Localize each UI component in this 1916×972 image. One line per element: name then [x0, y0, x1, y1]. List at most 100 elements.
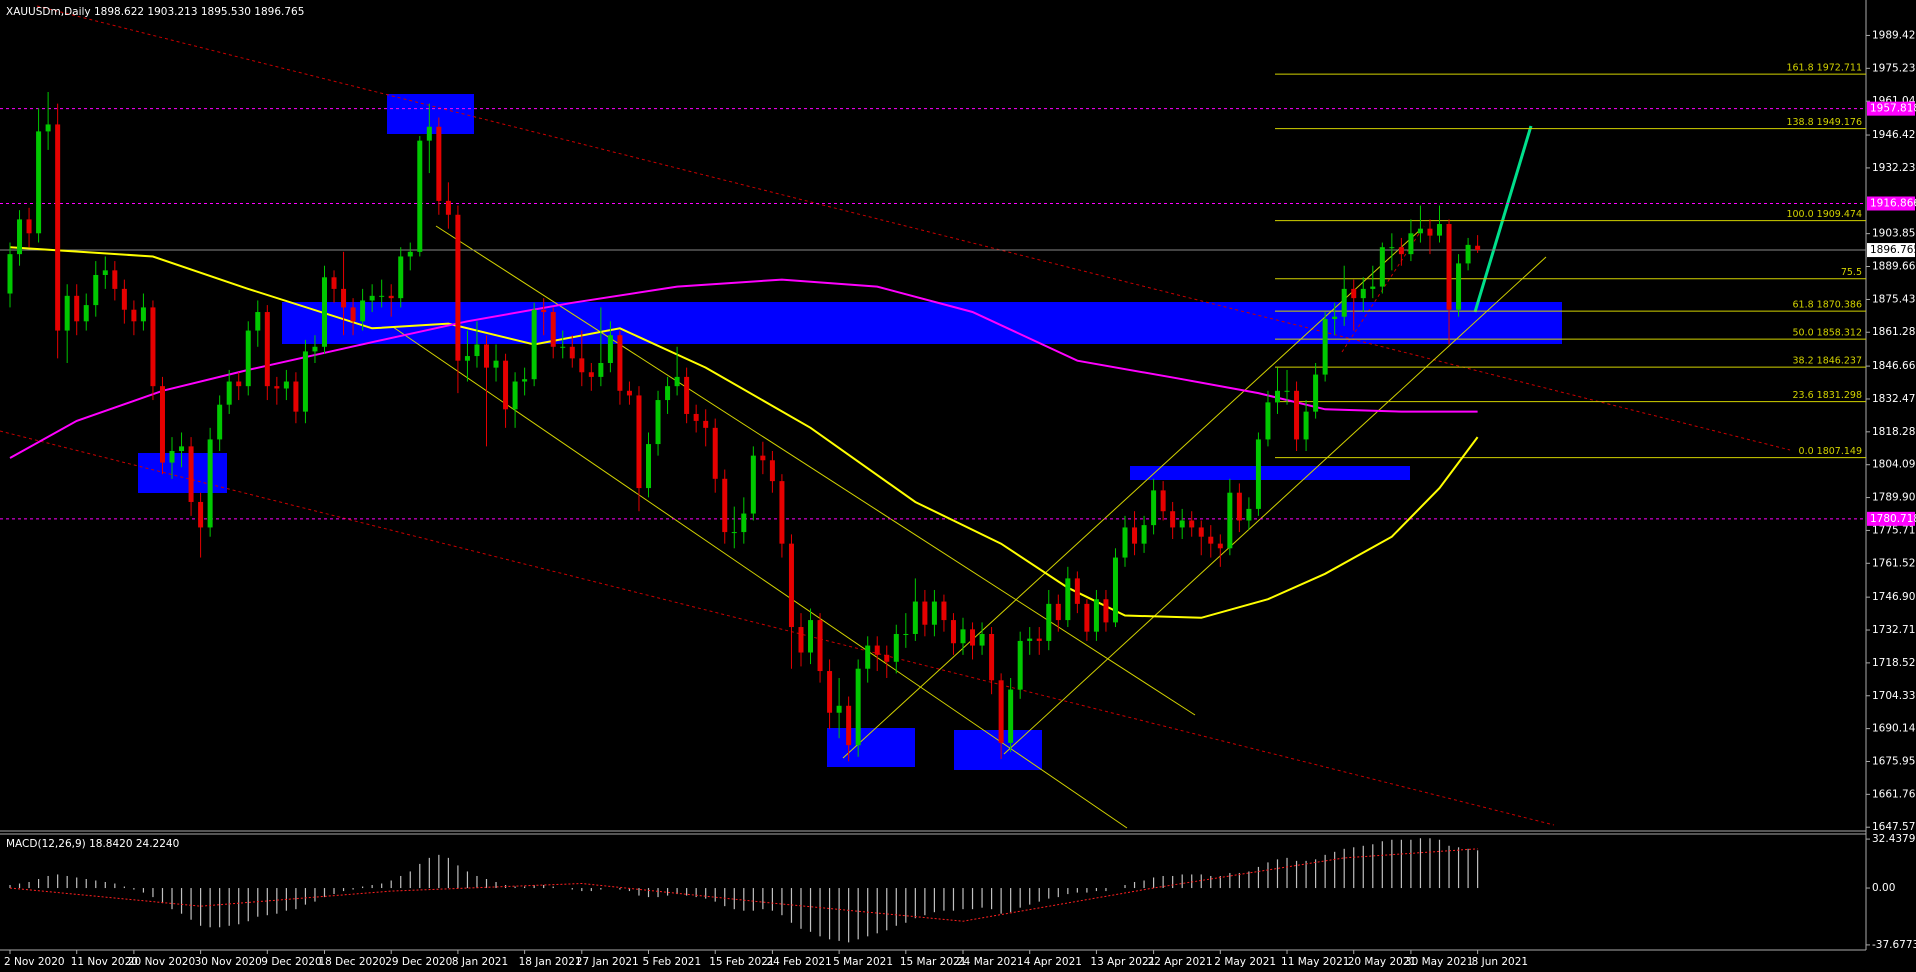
- candle-body: [788, 543, 794, 628]
- y-tick-label: 1846.660: [1872, 360, 1916, 372]
- price-tag-label: 1957.818: [1870, 103, 1916, 115]
- x-tick-label: 22 Apr 2021: [1148, 956, 1213, 968]
- candle-body: [846, 705, 852, 746]
- y-tick-label: 1975.230: [1872, 62, 1916, 74]
- price-tag: [1867, 243, 1915, 258]
- fib-label: 50.0 1858.312: [1792, 328, 1862, 339]
- candle-body: [798, 627, 804, 653]
- price-tag-label: 1916.866: [1870, 197, 1916, 209]
- candle-body: [1017, 640, 1023, 690]
- candle-body: [836, 705, 842, 713]
- candle-body: [293, 381, 299, 412]
- candle-body: [703, 420, 709, 428]
- price-tag: [1867, 511, 1915, 526]
- candle-body: [1208, 536, 1214, 544]
- x-tick-label: 30 Nov 2020: [195, 956, 262, 968]
- candle-body: [684, 376, 690, 414]
- candle-body: [445, 200, 451, 215]
- candle-body: [607, 335, 613, 363]
- candle-body: [1389, 247, 1395, 249]
- candle-body: [121, 288, 127, 310]
- y-tick-label: 1690.140: [1872, 723, 1916, 735]
- candle-body: [1189, 520, 1195, 528]
- candle-body: [341, 288, 347, 308]
- candle-body: [74, 295, 80, 322]
- candle-body: [893, 633, 899, 662]
- x-tick-label: 13 Apr 2021: [1090, 956, 1155, 968]
- candle-body: [55, 124, 61, 331]
- y-tick-label: 1732.710: [1872, 624, 1916, 636]
- candle-body: [17, 219, 23, 255]
- candle-body: [1265, 402, 1271, 440]
- y-tick-label: 1875.430: [1872, 293, 1916, 305]
- candle-body: [1370, 286, 1376, 289]
- candle-body: [779, 481, 785, 544]
- candle-body: [331, 277, 337, 289]
- candle-body: [808, 620, 814, 653]
- candle-body: [1427, 228, 1433, 236]
- macd-y-tick-label: 0.00: [1872, 882, 1895, 894]
- candle-body: [302, 351, 308, 412]
- candle-body: [369, 295, 375, 301]
- candle-body: [1008, 689, 1014, 743]
- candle-body: [512, 381, 518, 410]
- drawing-objects: [0, 0, 1867, 951]
- fib-label: 61.8 1870.386: [1792, 300, 1862, 311]
- candle-body: [1341, 288, 1347, 317]
- candle-body: [1379, 247, 1385, 287]
- candle-body: [950, 620, 956, 644]
- y-tick-label: 1789.900: [1872, 492, 1916, 504]
- candle-body: [522, 379, 528, 382]
- x-tick-label: 5 Feb 2021: [643, 956, 702, 968]
- zone: [282, 302, 1562, 344]
- candle-body: [674, 376, 680, 387]
- candle-body: [941, 601, 947, 621]
- candle-body: [464, 356, 470, 361]
- macd-signal: [9, 848, 1478, 922]
- candle-body: [283, 381, 289, 389]
- candle-body: [550, 312, 556, 347]
- candle-body: [817, 620, 823, 672]
- trend-line: [1341, 225, 1425, 353]
- zone: [954, 730, 1042, 770]
- candle-body: [426, 126, 432, 141]
- x-tick-label: 29 Dec 2020: [385, 956, 452, 968]
- y-tick-label: 1818.280: [1872, 426, 1916, 438]
- candle-body: [712, 427, 718, 479]
- candle-body: [264, 312, 270, 387]
- candle-body: [750, 455, 756, 514]
- candle-body: [1027, 638, 1033, 641]
- y-tick-label: 1946.420: [1872, 129, 1916, 141]
- x-tick-label: 18 Jan 2021: [519, 956, 582, 968]
- candle-body: [179, 446, 185, 452]
- candle-body: [188, 446, 194, 502]
- x-tick-label: 18 Dec 2020: [318, 956, 385, 968]
- candle-body: [112, 270, 118, 289]
- y-tick-label: 1932.230: [1872, 162, 1916, 174]
- candle-body: [1398, 247, 1404, 255]
- candle-body: [998, 680, 1004, 743]
- candle-body: [484, 344, 489, 368]
- candle-body: [1246, 508, 1252, 521]
- candle-body: [1198, 527, 1204, 537]
- x-tick-label: 2 Nov 2020: [4, 956, 65, 968]
- candle-body: [1360, 288, 1366, 299]
- price-tag: [1867, 196, 1915, 211]
- x-tick-label: 15 Feb 2021: [709, 956, 774, 968]
- chart-header: XAUUSDm,Daily 1898.622 1903.213 1895.530…: [6, 6, 304, 18]
- candle-body: [579, 358, 585, 373]
- channel-line: [842, 229, 1421, 759]
- fib-label: 75.5: [1841, 267, 1862, 278]
- candle-body: [312, 346, 318, 352]
- candle-body: [1217, 543, 1223, 549]
- candle-body: [931, 601, 937, 625]
- fib-label: 100.0 1909.474: [1786, 209, 1862, 220]
- candle-body: [760, 455, 766, 461]
- candle-body: [1132, 527, 1138, 544]
- candle-body: [417, 140, 423, 252]
- x-tick-label: 2 May 2021: [1214, 956, 1276, 968]
- candle-body: [769, 460, 775, 482]
- macd-y-tick-label: -37.6773: [1872, 939, 1916, 951]
- x-tick-label: 20 May 2021: [1348, 956, 1416, 968]
- candle-body: [1065, 578, 1071, 621]
